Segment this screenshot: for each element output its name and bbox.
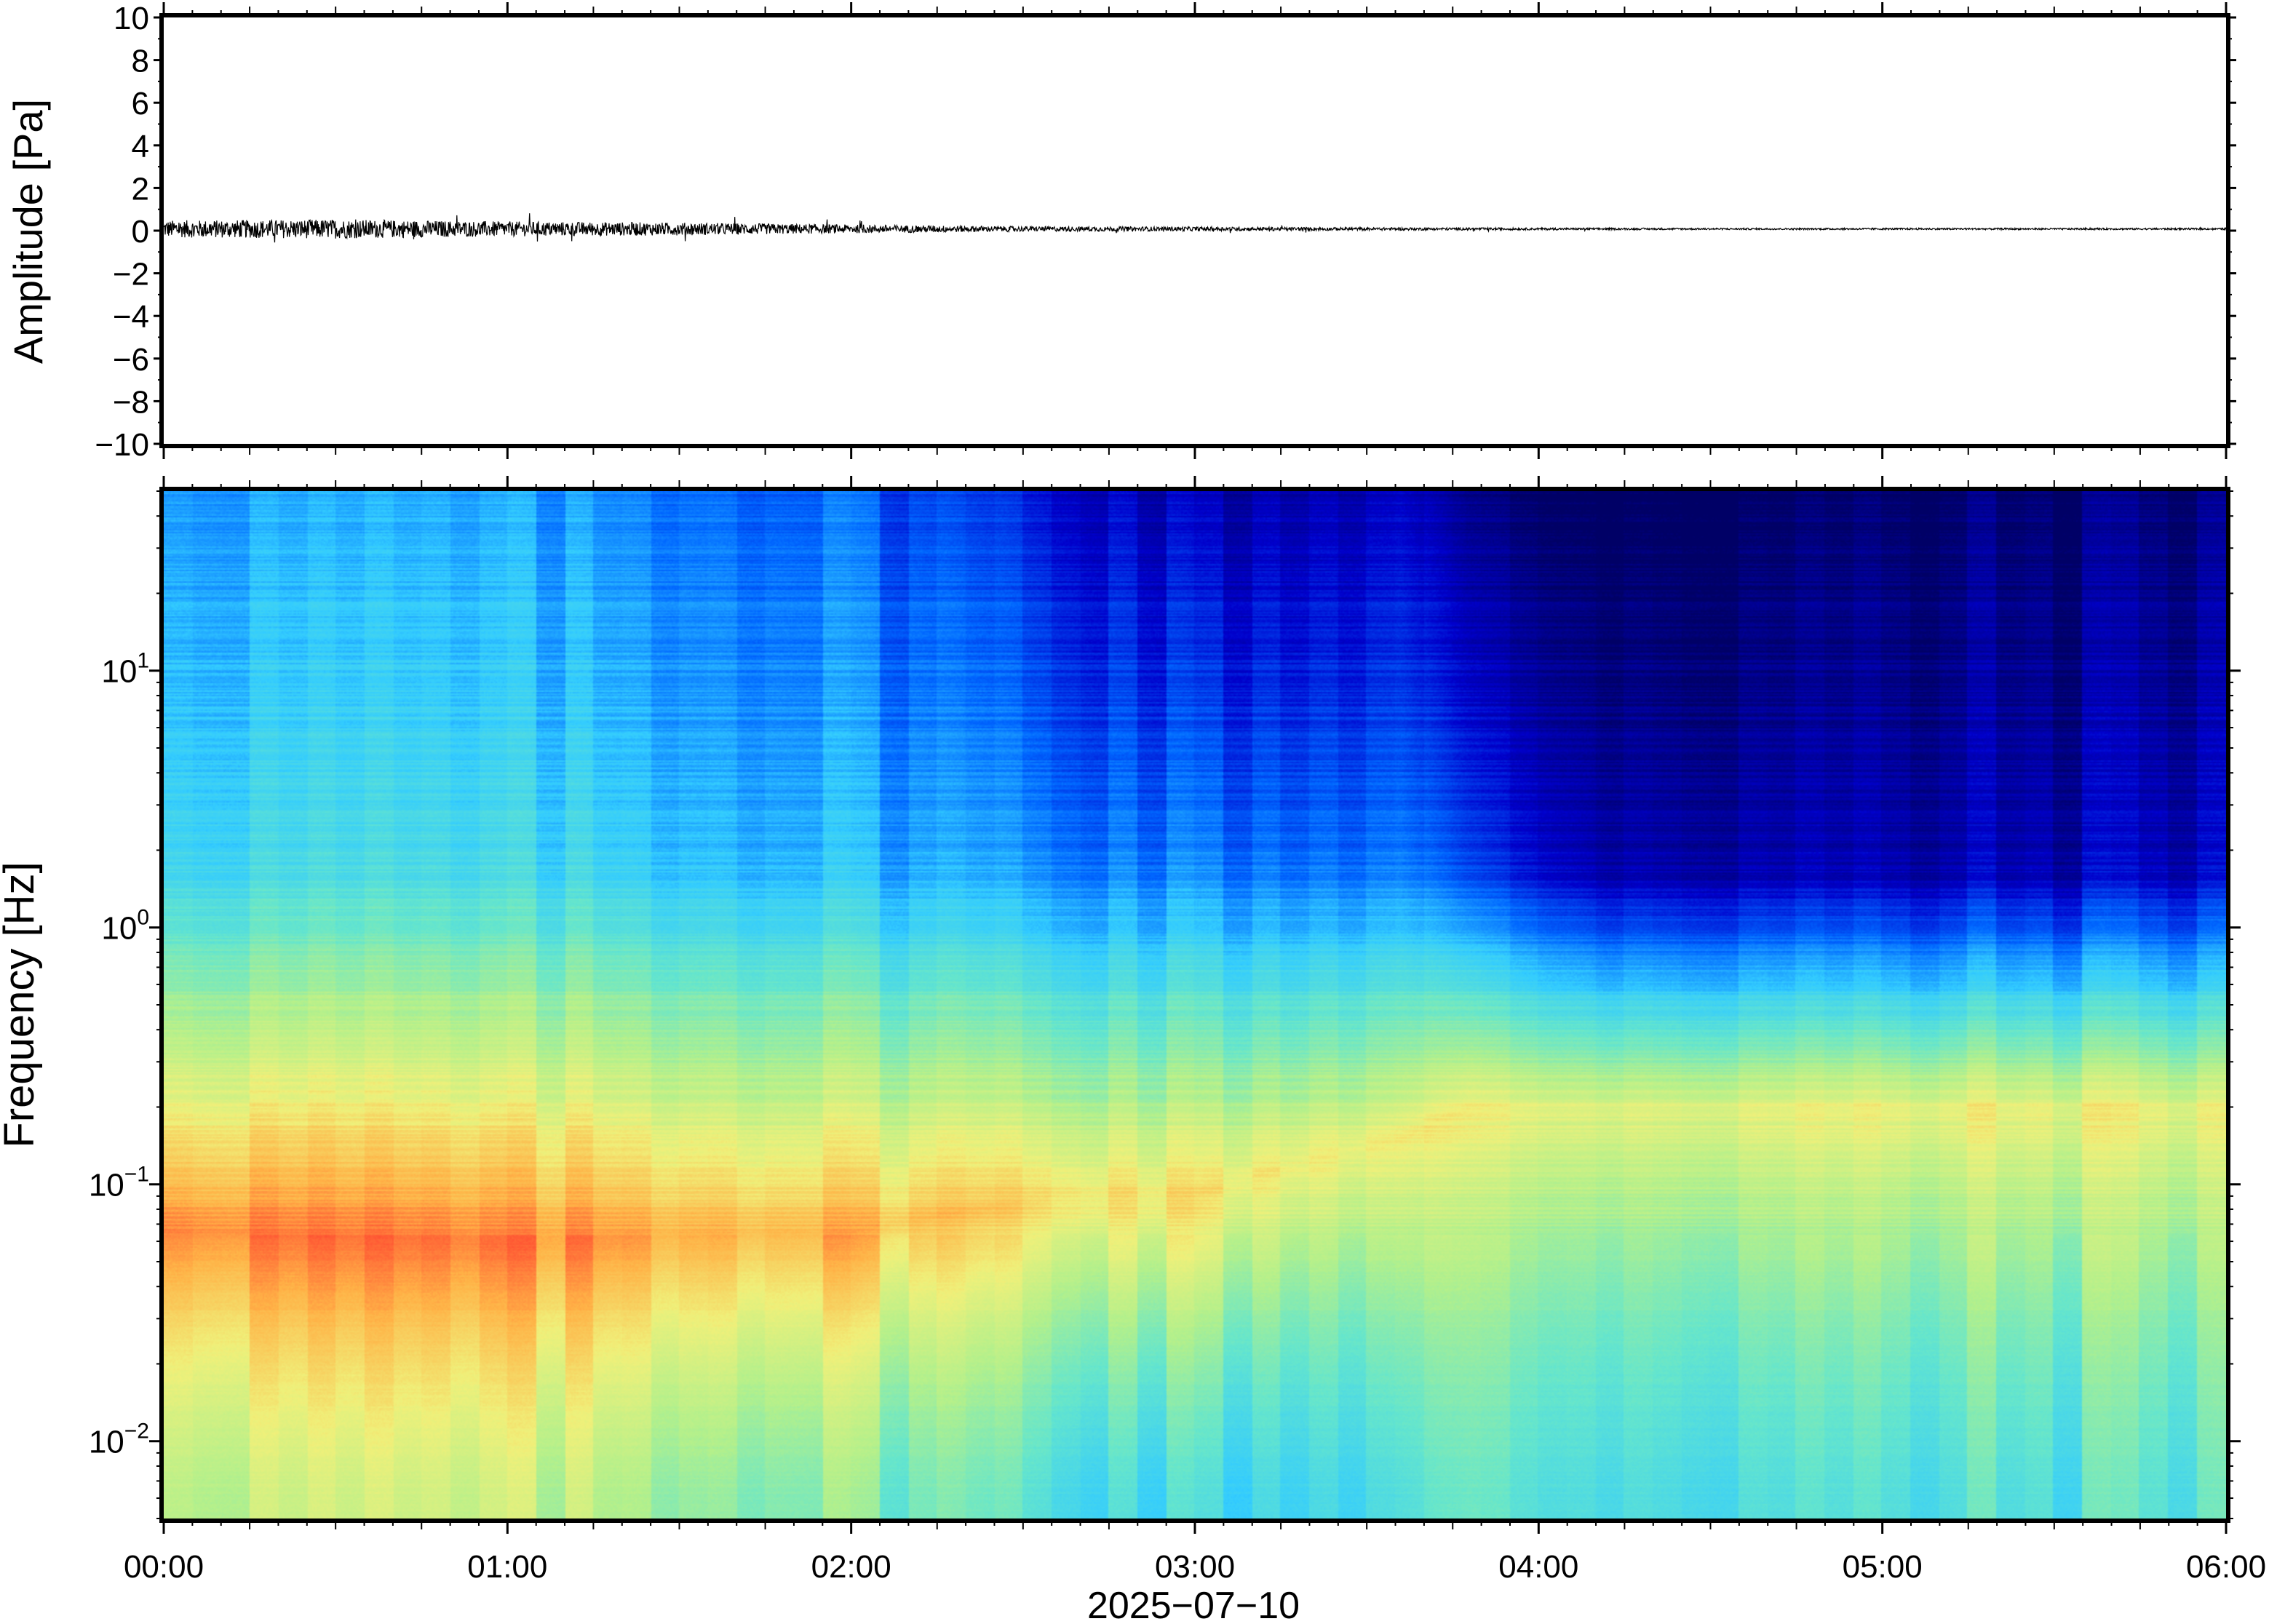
spectrogram-x-tick-label: 01:00 [467,1549,547,1585]
waveform-y-tick-label: −4 [113,299,149,335]
spectrogram-frame [159,487,2230,1523]
waveform-y-tick-labels: 10 8 6 4 2 0 −2 −4 −6 −8 −10 [95,1,149,463]
spectrogram-x-tick-label: 05:00 [1843,1549,1923,1585]
spectrogram-y-tick-labels: 101 100 10−1 10−2 [89,649,149,1460]
spectrogram-x-tick-labels: 00:00 01:00 02:00 03:00 04:00 05:00 06:00 [124,1549,2266,1585]
spectrogram-panel: 101 100 10−1 10−2 00:00 01:00 02:00 03:00 04:00… [0,476,2266,1624]
waveform-y-tick-label: −10 [95,427,149,463]
waveform-trace [164,213,2226,243]
spectrogram-heatmap [164,491,2226,1518]
waveform-y-tick-label: 8 [132,44,149,79]
waveform-y-tick-label: −8 [113,384,149,420]
spectrogram-y-tick-label: 10−2 [89,1420,149,1460]
spectrogram-y-tick-label: 10−1 [89,1163,149,1203]
waveform-y-axis-label: Amplitude [Pa] [5,99,51,364]
spectrogram-y-axis-label: Frequency [Hz] [0,861,43,1147]
spectrogram-y-tick-label: 100 [101,906,149,947]
spectrogram-x-tick-label: 03:00 [1155,1549,1235,1585]
spectrogram-x-tick-label: 02:00 [811,1549,891,1585]
waveform-y-tick-label: 10 [114,1,149,36]
waveform-y-tick-label: −2 [113,257,149,292]
waveform-y-tick-label: 2 [132,171,149,207]
spectrogram-x-tick-label: 04:00 [1498,1549,1578,1585]
waveform-y-tick-label: 4 [132,129,149,164]
spectrogram-y-tick-label: 101 [101,649,149,690]
waveform-y-tick-label: 0 [132,214,149,250]
spectrogram-x-tick-label: 00:00 [124,1549,204,1585]
waveform-panel: 10 8 6 4 2 0 −2 −4 −6 −8 −10 Amplitude [Pa] [5,1,2236,463]
x-axis-date-label: 2025−07−10 [1087,1585,1300,1624]
waveform-y-tick-label: 6 [132,86,149,122]
waveform-line [164,213,2226,243]
waveform-frame [159,13,2230,448]
waveform-y-tick-label: −6 [113,342,149,378]
spectrogram-x-tick-label: 06:00 [2186,1549,2266,1585]
waveform-plot-area [164,17,2226,444]
